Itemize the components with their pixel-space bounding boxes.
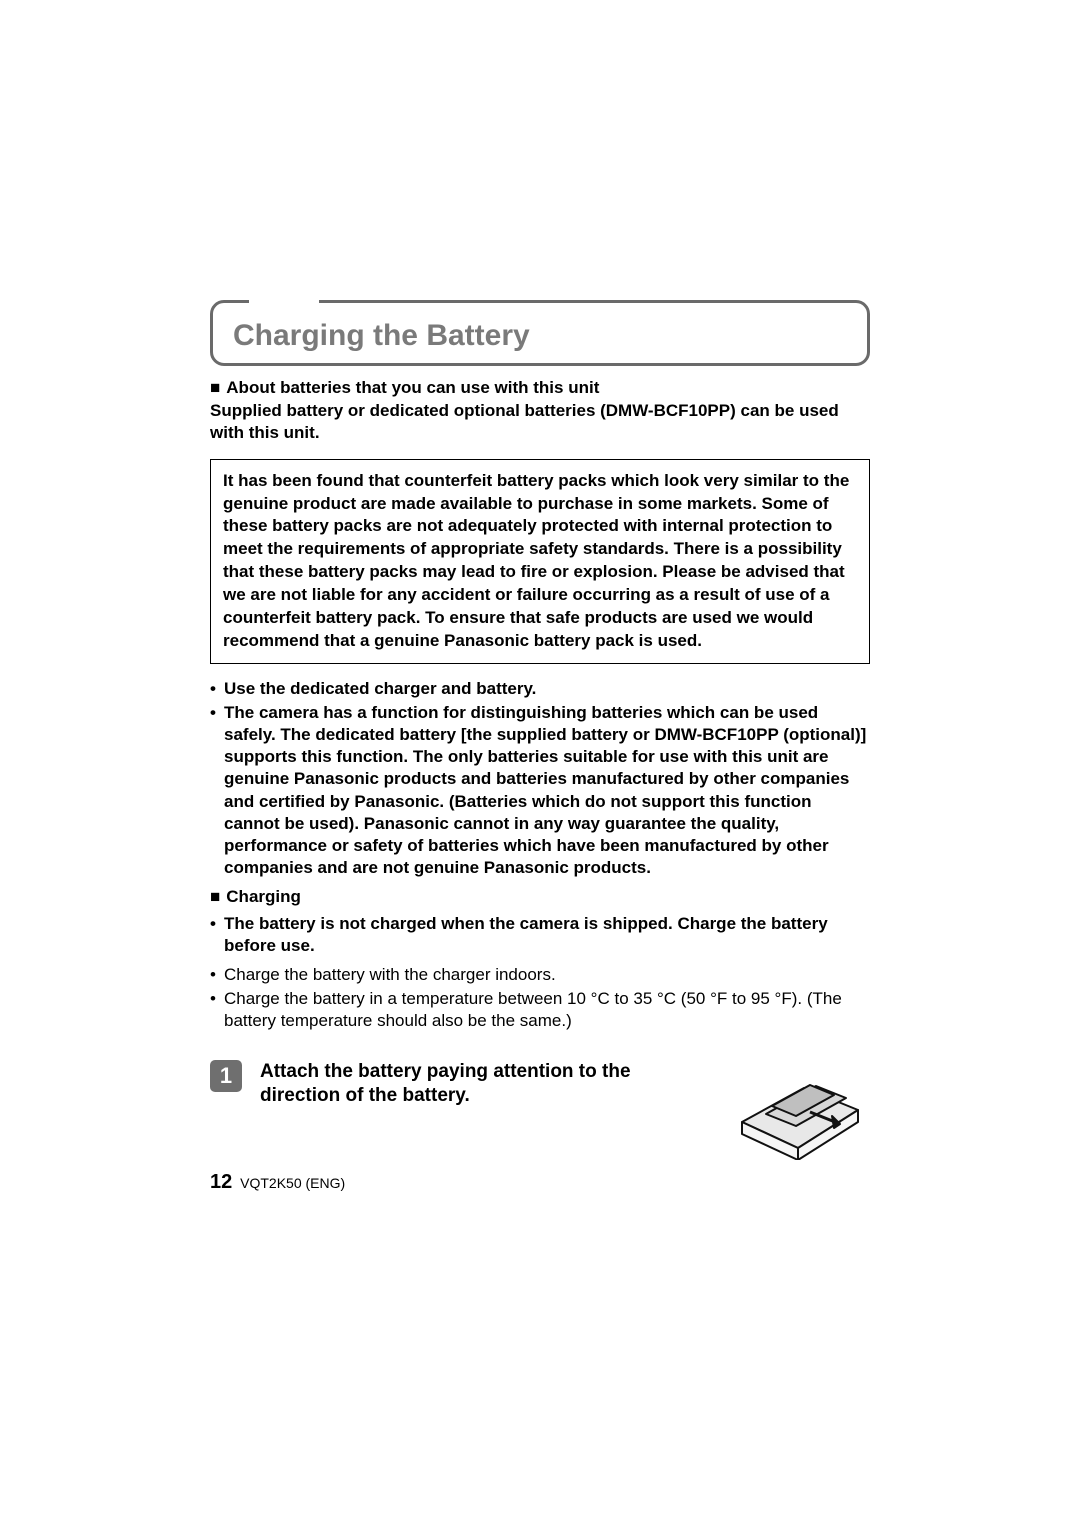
warning-box: It has been found that counterfeit batte… — [210, 459, 870, 665]
step-number-badge: 1 — [210, 1060, 242, 1092]
step-1-row: 1 Attach the battery paying attention to… — [210, 1060, 870, 1165]
subheading-text: Charging — [226, 887, 301, 907]
bullet-list-1: Use the dedicated charger and battery. T… — [210, 678, 870, 879]
title-box-notch — [249, 300, 319, 306]
lead-text: Supplied battery or dedicated optional b… — [210, 400, 870, 444]
square-bullet-icon: ■ — [210, 378, 220, 398]
section-title-box: Charging the Battery — [210, 300, 870, 366]
page-number: 12 — [210, 1171, 232, 1193]
bullet-item: The battery is not charged when the came… — [210, 913, 870, 957]
content-column: Charging the Battery ■ About batteries t… — [210, 300, 870, 1165]
bullet-item: Use the dedicated charger and battery. — [210, 678, 870, 700]
subheading-charging: ■ Charging — [210, 887, 870, 907]
charger-illustration — [730, 1060, 870, 1165]
step-instruction: Attach the battery paying attention to t… — [260, 1060, 710, 1108]
bullet-list-2-normal: Charge the battery with the charger indo… — [210, 964, 870, 1032]
warning-text: It has been found that counterfeit batte… — [223, 470, 857, 654]
bullet-item: Charge the battery in a temperature betw… — [210, 988, 870, 1032]
doc-code: VQT2K50 (ENG) — [240, 1175, 345, 1191]
bullet-item: The camera has a function for distinguis… — [210, 702, 870, 879]
subheading-text: About batteries that you can use with th… — [226, 378, 599, 398]
section-title: Charging the Battery — [227, 319, 853, 353]
manual-page: Charging the Battery ■ About batteries t… — [0, 0, 1080, 1526]
bullet-item: Charge the battery with the charger indo… — [210, 964, 870, 986]
subheading-about-batteries: ■ About batteries that you can use with … — [210, 378, 870, 398]
square-bullet-icon: ■ — [210, 887, 220, 907]
page-footer: 12 VQT2K50 (ENG) — [210, 1171, 345, 1194]
bullet-list-2-bold: The battery is not charged when the came… — [210, 913, 870, 957]
